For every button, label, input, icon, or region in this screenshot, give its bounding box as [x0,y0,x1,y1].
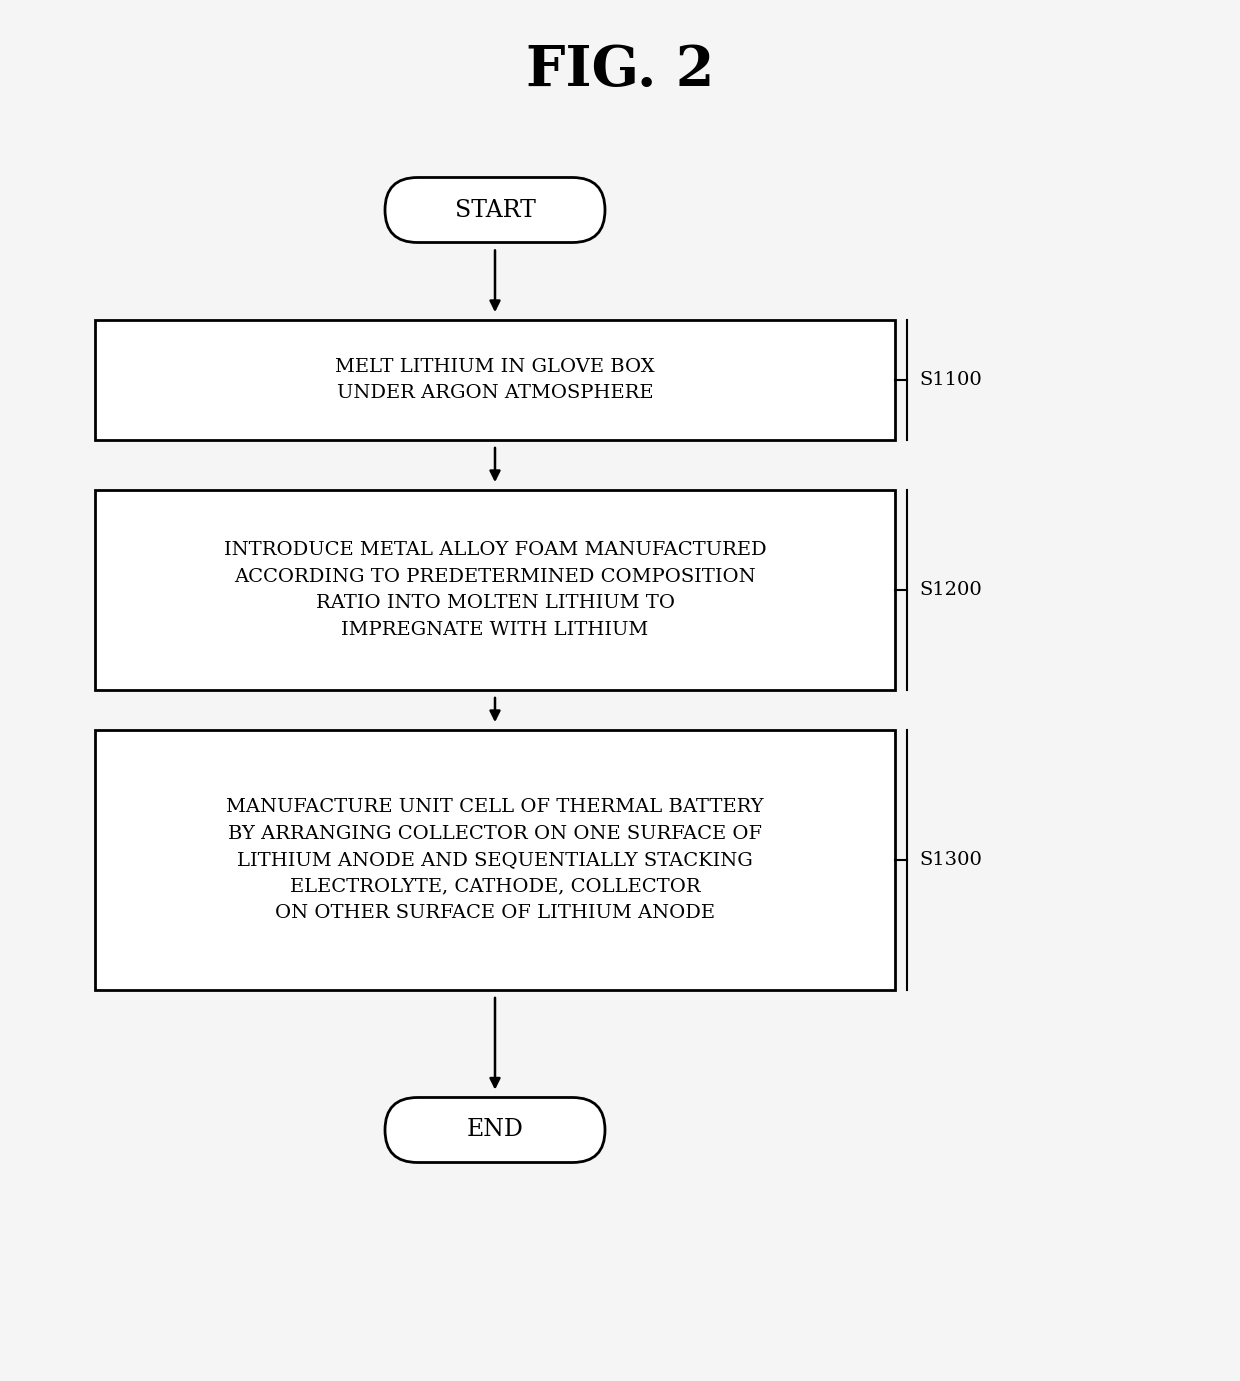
Bar [95,320,895,441]
Text: S1200: S1200 [919,581,982,599]
FancyBboxPatch shape [384,1098,605,1163]
Text: END: END [466,1119,523,1142]
Text: MANUFACTURE UNIT CELL OF THERMAL BATTERY
BY ARRANGING COLLECTOR ON ONE SURFACE O: MANUFACTURE UNIT CELL OF THERMAL BATTERY… [226,798,764,921]
Text: START: START [455,199,536,221]
Text: S1100: S1100 [919,371,982,389]
Text: MELT LITHIUM IN GLOVE BOX
UNDER ARGON ATMOSPHERE: MELT LITHIUM IN GLOVE BOX UNDER ARGON AT… [335,358,655,402]
Text: S1300: S1300 [919,851,982,869]
Text: INTRODUCE METAL ALLOY FOAM MANUFACTURED
ACCORDING TO PREDETERMINED COMPOSITION
R: INTRODUCE METAL ALLOY FOAM MANUFACTURED … [223,541,766,638]
FancyBboxPatch shape [384,178,605,243]
Text: FIG. 2: FIG. 2 [526,43,714,98]
Bar [95,731,895,990]
Bar [95,490,895,690]
